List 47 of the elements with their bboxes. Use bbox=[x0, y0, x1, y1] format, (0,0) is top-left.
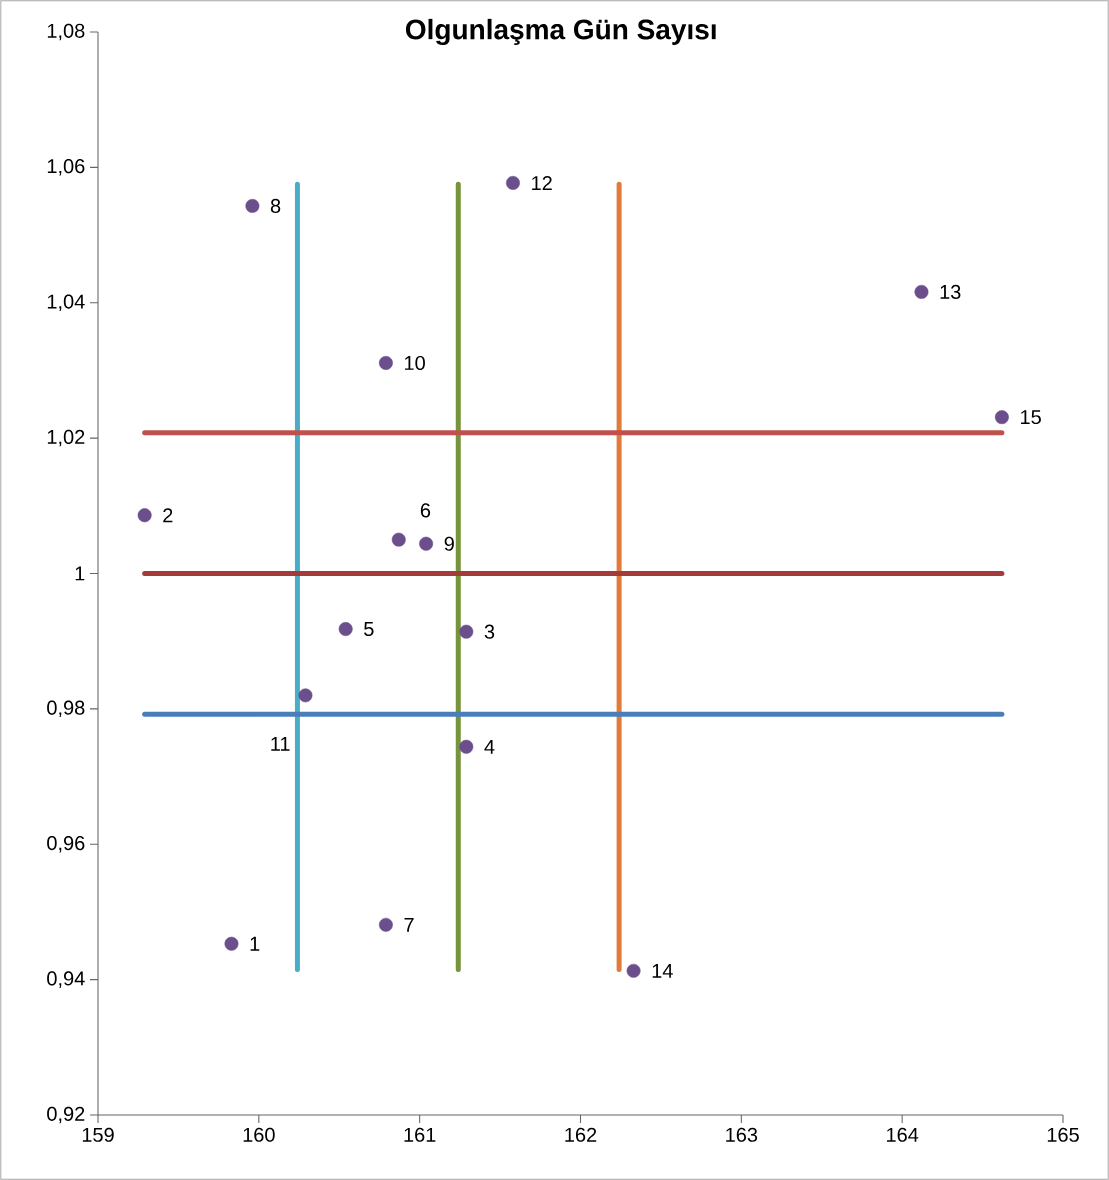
chart-title: Olgunlaşma Gün Sayısı bbox=[405, 18, 716, 46]
annotation: 7 bbox=[404, 917, 414, 932]
point bbox=[506, 175, 520, 190]
point bbox=[994, 410, 1009, 425]
point bbox=[245, 199, 260, 213]
annotation: 13 bbox=[940, 284, 961, 299]
y-tick-label: 0,94 bbox=[47, 971, 85, 988]
point bbox=[459, 739, 474, 754]
x-tick-label: 161 bbox=[404, 1127, 436, 1142]
point bbox=[224, 936, 239, 951]
y-tick-label: 0,96 bbox=[47, 835, 85, 853]
y-tick-label: 1,06 bbox=[47, 159, 85, 176]
annotation: 5 bbox=[364, 622, 374, 636]
point bbox=[298, 688, 313, 703]
y-tick-label: 1 bbox=[75, 566, 85, 581]
x-tick-label: 159 bbox=[82, 1127, 114, 1142]
x-tick-label: 160 bbox=[243, 1127, 275, 1142]
y-tick-label: 1,02 bbox=[47, 429, 85, 447]
x-tick-label: 162 bbox=[565, 1127, 597, 1142]
point bbox=[459, 624, 474, 639]
point bbox=[914, 284, 929, 299]
annotation: 2 bbox=[163, 508, 173, 523]
x-tick-label: 163 bbox=[726, 1127, 758, 1142]
point bbox=[419, 536, 434, 551]
y-tick-label: 0,92 bbox=[47, 1106, 85, 1124]
x-tick-label: 164 bbox=[887, 1127, 919, 1142]
annotation: 15 bbox=[1021, 410, 1041, 425]
annotation: 1 bbox=[250, 936, 260, 951]
annotation: 4 bbox=[484, 739, 495, 754]
x-tick-label: 165 bbox=[1047, 1127, 1079, 1142]
annotation: 12 bbox=[532, 175, 552, 190]
point bbox=[391, 532, 406, 547]
y-tick-label: 0,98 bbox=[47, 700, 85, 718]
annotation: 14 bbox=[652, 963, 673, 978]
annotation: 10 bbox=[405, 355, 425, 371]
point bbox=[137, 508, 152, 523]
annotation: 11 bbox=[271, 736, 290, 751]
point bbox=[378, 917, 393, 932]
annotation: 3 bbox=[484, 624, 495, 639]
y-tick-label: 1,08 bbox=[47, 23, 85, 41]
y-tick-label: 1,04 bbox=[47, 294, 85, 311]
annotation: 8 bbox=[270, 198, 281, 214]
point bbox=[378, 356, 393, 370]
point bbox=[338, 622, 353, 636]
annotation: 9 bbox=[444, 536, 454, 551]
point bbox=[626, 963, 641, 978]
annotation: 6 bbox=[420, 503, 431, 518]
